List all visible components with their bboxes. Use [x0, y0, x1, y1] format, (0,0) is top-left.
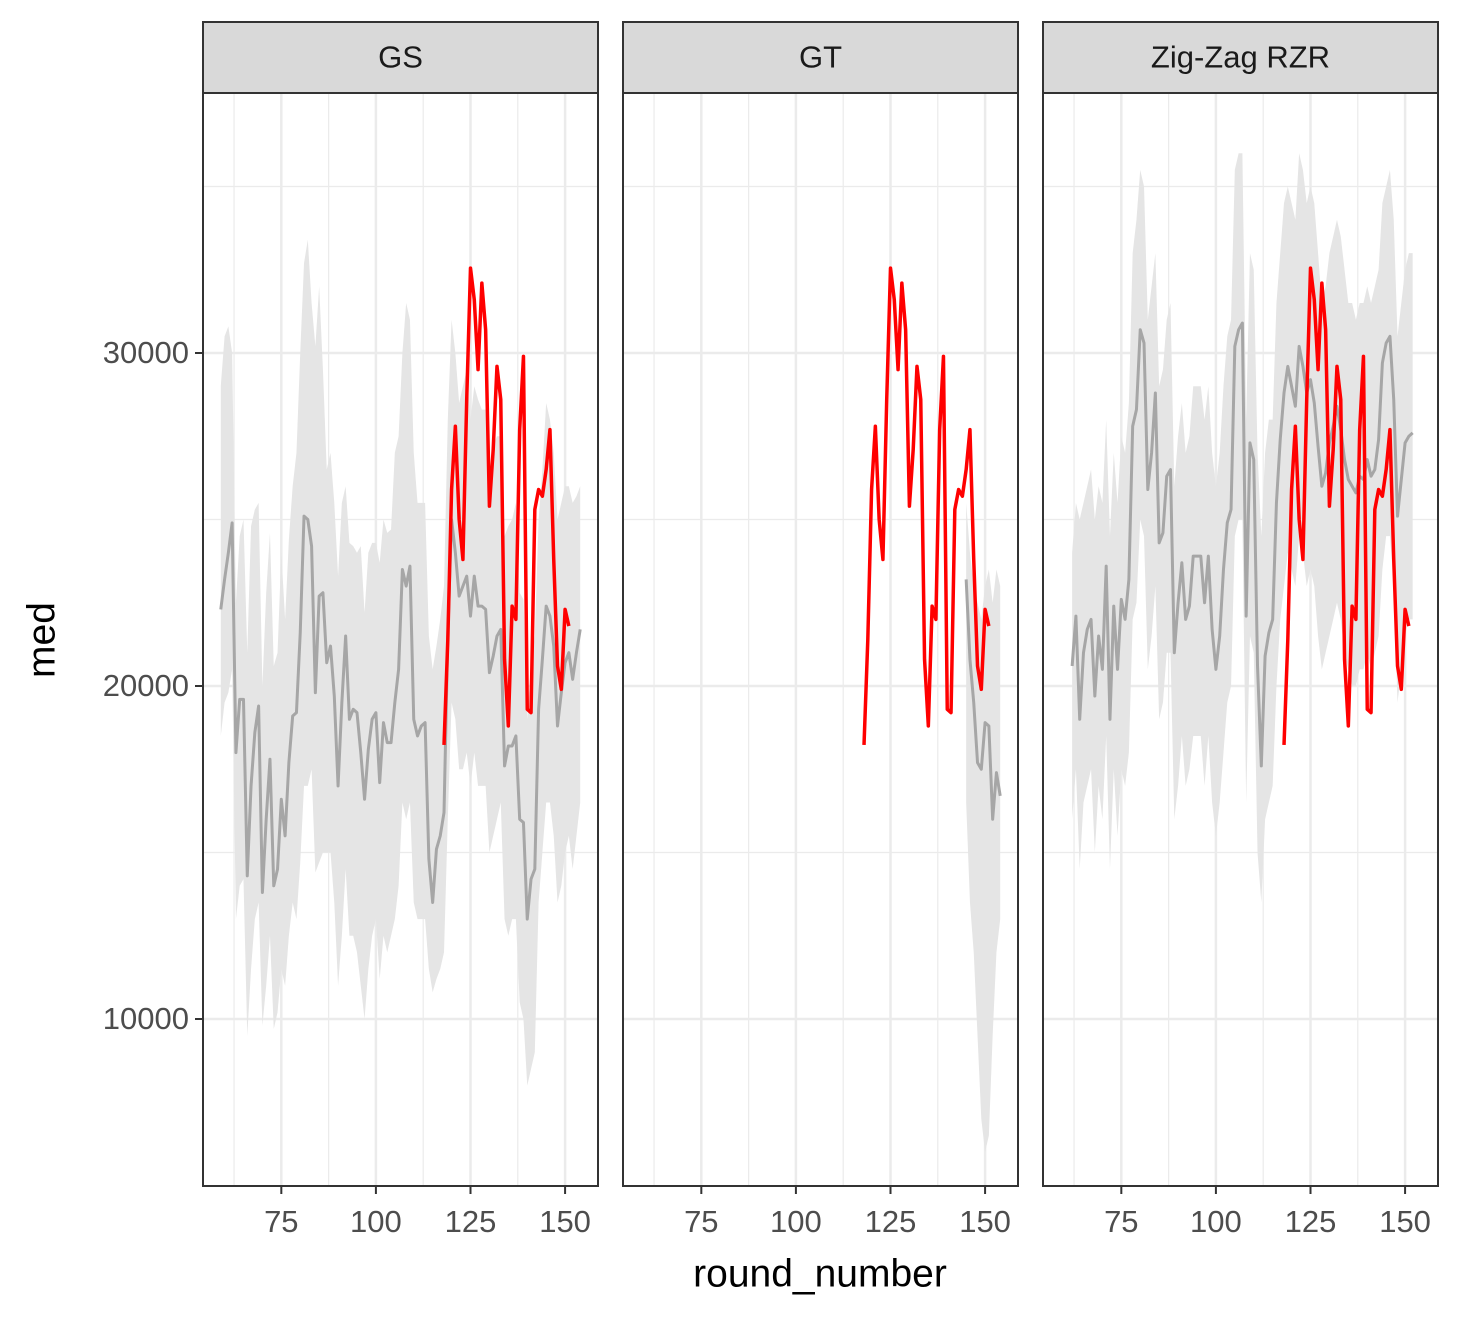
x-tick-label: 125: [865, 1204, 917, 1239]
x-tick-label: 150: [959, 1204, 1011, 1239]
strip-label: GS: [378, 40, 423, 75]
x-tick-label: 100: [770, 1204, 822, 1239]
strip: [1042, 21, 1439, 94]
y-axis-title: med: [20, 602, 63, 678]
y-tick-label: 20000: [103, 668, 189, 703]
x-tick-label: 150: [1379, 1204, 1431, 1239]
x-axis-title: round_number: [693, 1252, 947, 1295]
line: [1070, 321, 1414, 768]
x-tick-label: 75: [264, 1204, 298, 1239]
ribbon: [1072, 153, 1413, 903]
y-tick-label: 10000: [103, 1001, 189, 1036]
line: [1282, 266, 1411, 746]
x-tick-label: 75: [1104, 1204, 1138, 1239]
x-tick-label: 150: [539, 1204, 591, 1239]
strip: [622, 21, 1019, 94]
x-tick-label: 75: [684, 1204, 718, 1239]
line: [442, 266, 571, 746]
line: [862, 266, 991, 746]
panel-border: [622, 92, 1019, 1187]
x-tick-label: 125: [445, 1204, 497, 1239]
line: [964, 579, 1002, 821]
strip: [202, 21, 599, 94]
ribbon: [966, 502, 1001, 1153]
x-tick-label: 125: [1285, 1204, 1337, 1239]
ribbon: [220, 239, 581, 1086]
line: [219, 514, 582, 921]
x-tick-label: 100: [1190, 1204, 1242, 1239]
strip-label: Zig-Zag RZR: [1151, 40, 1330, 75]
y-tick-label: 30000: [103, 335, 189, 370]
x-tick-label: 100: [350, 1204, 402, 1239]
strip-label: GT: [799, 40, 842, 75]
